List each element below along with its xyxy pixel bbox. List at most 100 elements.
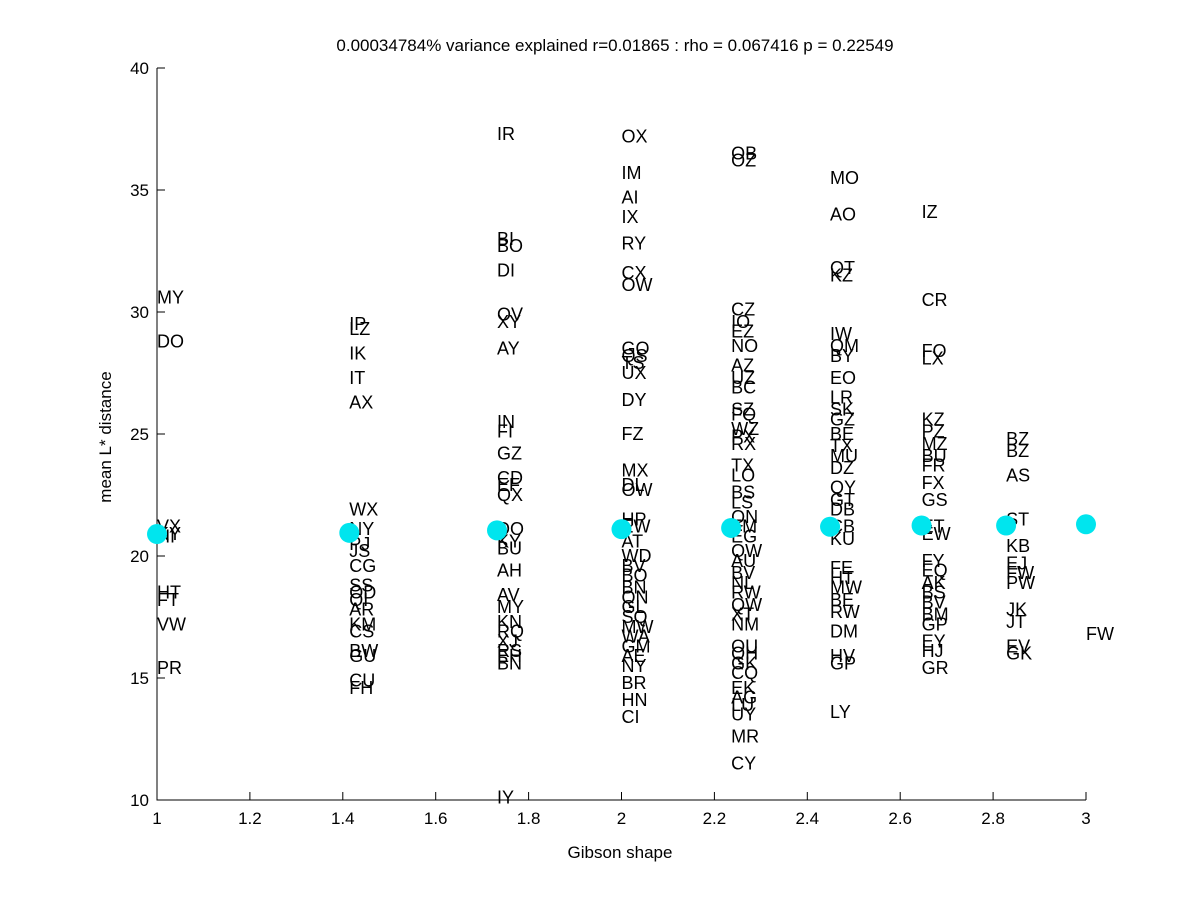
data-point-label: BV [622,556,646,576]
data-point-label: FW [1086,624,1114,644]
data-point-label: GK [1006,644,1032,664]
data-point-label: QS [622,346,648,366]
data-point-label: CY [731,753,756,773]
data-point-label: BU [922,446,947,466]
data-point-label: BE [830,590,854,610]
data-point-label: AE [622,646,646,666]
y-tick-label: 35 [130,181,149,200]
data-point-label: BS [731,483,755,503]
data-point-label: IR [497,124,515,144]
data-point-label: AG [731,688,757,708]
data-point-label: BZ [1006,429,1029,449]
data-point-label: CR [922,290,948,310]
data-point-label: NM [731,614,759,634]
data-point-label: PW [1006,573,1035,593]
data-point-label: DB [830,500,855,520]
data-point-label: AH [497,561,522,581]
data-point-label: OV [497,304,523,324]
data-point-label: HJ [922,641,944,661]
y-tick-label: 40 [130,59,149,78]
data-point-label: TS [622,353,645,373]
data-point-label: KZ [830,265,853,285]
data-point-label: BC [731,378,756,398]
data-point-label: BM [922,605,949,625]
x-tick-label: 2.6 [888,809,912,828]
x-tick-label: 3 [1081,809,1090,828]
data-point-label: XJ [497,631,518,651]
data-point-label: QI [349,590,368,610]
data-point-label: SK [830,400,854,420]
data-point-label: IM [622,163,642,183]
data-point-label: RW [731,583,761,603]
data-point-label: FX [922,473,945,493]
data-point-label: JS [349,541,370,561]
data-point-label: UZ [731,368,755,388]
data-point-label: EV [1006,636,1030,656]
mean-markers [147,514,1096,545]
data-point-label: GP [830,653,856,673]
mean-marker [611,519,632,540]
data-point-label: QX [497,485,523,505]
data-point-label: WA [622,627,650,647]
data-point-label: MO [830,168,859,188]
data-point-label: BW [349,641,378,661]
data-point-label: EK [731,678,755,698]
data-point-label: KB [1006,536,1030,556]
data-point-label: CS [349,622,374,642]
data-point-label: MR [731,727,759,747]
data-point-label: IN [497,412,515,432]
data-point-label: AZ [731,356,754,376]
data-point-label: OB [731,143,757,163]
data-point-label: GO [622,339,650,359]
x-tick-label: 1.2 [238,809,262,828]
mean-marker [820,516,841,537]
data-point-label: AI [622,187,639,207]
mean-marker [1076,514,1096,535]
data-point-label: VW [157,614,186,634]
data-point-label: UY [731,705,756,725]
data-point-label: QY [830,478,856,498]
data-point-label: DI [497,261,515,281]
data-point-label: AO [830,204,856,224]
x-tick-label: 2.2 [703,809,727,828]
data-point-label: GM [622,636,651,656]
data-point-label: RS [497,641,522,661]
data-point-label: MZ [922,434,948,454]
data-point-label: MW [830,578,862,598]
data-point-label: BN [497,653,522,673]
data-point-label: FE [830,558,853,578]
data-point-label: BY [830,346,854,366]
data-point-label: LO [731,465,755,485]
data-point-label: RX [731,434,756,454]
data-point-label: HT [830,568,854,588]
data-point-label: AU [731,551,756,571]
data-point-label: NO [731,336,758,356]
data-point-label: KM [349,614,376,634]
data-point-label: FH [349,678,373,698]
data-point-label: FY [922,551,945,571]
data-point-label: BS [922,583,946,603]
data-point-label: SZ [731,400,754,420]
data-point-label: GP [922,614,948,634]
data-point-label: GZ [830,409,855,429]
data-point-label: QT [830,258,855,278]
data-point-label: DZ [830,458,854,478]
data-point-label: NY [622,656,647,676]
data-point-label: IW [830,324,852,344]
data-point-label: WZ [731,419,759,439]
y-tick-label: 15 [130,669,149,688]
data-point-label: GT [830,490,855,510]
data-point-label: AX [349,392,373,412]
data-point-label: FT [157,590,179,610]
data-point-label: SS [349,575,373,595]
data-point-label: OX [622,126,648,146]
data-point-label: AR [349,600,374,620]
data-point-label: GR [922,658,949,678]
data-point-label: SQ [622,607,648,627]
data-point-label: AK [922,573,946,593]
data-point-label: QM [830,336,859,356]
data-point-label: CX [622,263,647,283]
data-point-label: UX [622,363,647,383]
data-point-label: AS [1006,465,1030,485]
data-point-label: WX [349,500,378,520]
